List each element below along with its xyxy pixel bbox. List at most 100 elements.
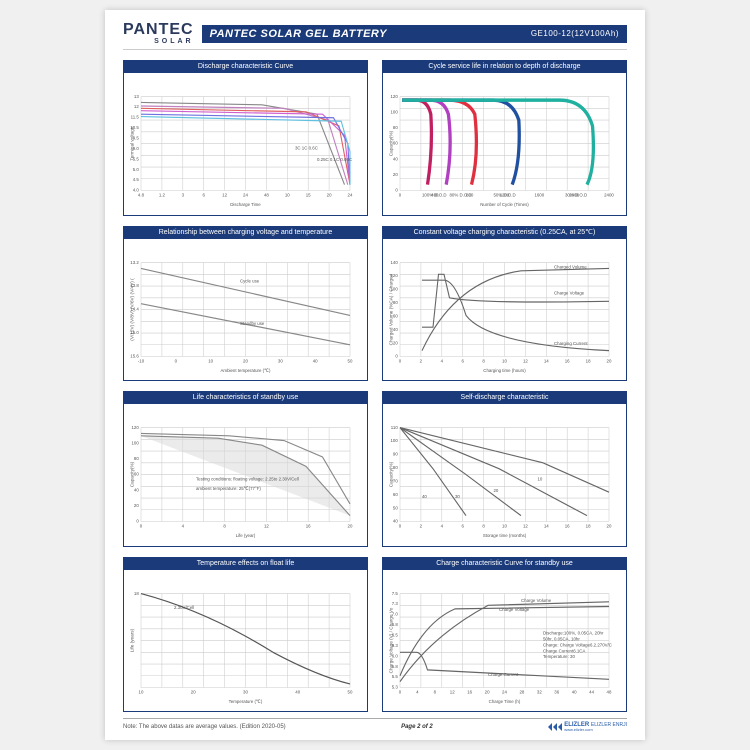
svg-text:8: 8 — [434, 689, 437, 694]
chart-1: Cycle service life in relation to depth … — [382, 60, 627, 216]
svg-text:Charge Current6.1CA: Charge Current6.1CA — [543, 648, 586, 653]
svg-text:4.0: 4.0 — [133, 188, 140, 193]
chart-body: -100102030405015.615.014.413.813.2Ambien… — [124, 239, 367, 380]
svg-text:28: 28 — [519, 689, 524, 694]
svg-text:Charging time (hours): Charging time (hours) — [483, 368, 526, 373]
svg-text:Capacity(%): Capacity(%) — [130, 462, 134, 488]
svg-text:50: 50 — [348, 689, 353, 694]
page-number: Page 2 of 2 — [401, 724, 433, 730]
svg-text:5.3: 5.3 — [392, 684, 399, 689]
chart-title: Constant voltage charging characteristic… — [383, 227, 626, 239]
svg-text:4: 4 — [441, 358, 444, 363]
chart-title: Life characteristics of standby use — [124, 392, 367, 404]
svg-text:60: 60 — [393, 141, 398, 146]
svg-text:Number of Cycle (Times): Number of Cycle (Times) — [480, 202, 529, 207]
footer-url: www.elizler.com — [564, 728, 627, 732]
svg-text:Charge Volume: Charge Volume — [521, 598, 552, 603]
svg-text:6: 6 — [461, 358, 464, 363]
svg-text:12: 12 — [450, 689, 455, 694]
svg-text:16: 16 — [565, 524, 570, 529]
svg-text:40: 40 — [313, 358, 318, 363]
svg-text:32: 32 — [537, 689, 542, 694]
svg-text:2400: 2400 — [604, 193, 614, 198]
chart-body: 04008001200160020002400020406080100120Nu… — [383, 73, 626, 214]
svg-text:12: 12 — [264, 524, 269, 529]
svg-text:60: 60 — [393, 492, 398, 497]
svg-text:14: 14 — [544, 524, 549, 529]
svg-text:Charge Voltage (V) / Charge Vo: Charge Voltage (V) / Charge Vo — [389, 607, 393, 673]
svg-text:18: 18 — [586, 358, 591, 363]
chart-title: Discharge characteristic Curve — [124, 61, 367, 73]
svg-text:16: 16 — [565, 358, 570, 363]
svg-text:20: 20 — [393, 172, 398, 177]
svg-text:Temperature (℃): Temperature (℃) — [229, 699, 263, 704]
page-header: PANTEC SOLAR PANTEC SOLAR GEL BATTERY GE… — [123, 22, 627, 50]
chart-0: Discharge characteristic Curve4.81.23612… — [123, 60, 368, 216]
page-footer: Note: The above datas are average values… — [123, 718, 627, 732]
svg-text:14: 14 — [544, 358, 549, 363]
svg-text:80: 80 — [393, 465, 398, 470]
svg-text:0: 0 — [399, 358, 402, 363]
svg-text:48: 48 — [607, 689, 612, 694]
svg-text:100: 100 — [131, 441, 139, 446]
svg-text:6: 6 — [202, 193, 205, 198]
chart-title: Charge characteristic Curve for standby … — [383, 558, 626, 570]
svg-text:16: 16 — [306, 524, 311, 529]
svg-text:Ambient temperature (℃): Ambient temperature (℃) — [221, 368, 271, 373]
charts-grid: Discharge characteristic Curve4.81.23612… — [123, 60, 627, 712]
svg-text:4: 4 — [441, 524, 444, 529]
svg-text:Terminal voltage: Terminal voltage — [130, 126, 134, 161]
svg-text:15: 15 — [306, 193, 311, 198]
svg-text:Capacity(%): Capacity(%) — [389, 462, 393, 488]
svg-text:3C 1C 0.6C: 3C 1C 0.6C — [295, 146, 319, 151]
svg-text:13.2: 13.2 — [130, 260, 139, 265]
svg-text:2: 2 — [420, 524, 423, 529]
svg-text:10: 10 — [502, 358, 507, 363]
svg-text:10: 10 — [139, 689, 144, 694]
svg-text:ambient temperature: 25℃(77°F): ambient temperature: 25℃(77°F) — [196, 486, 261, 491]
svg-text:24: 24 — [348, 193, 353, 198]
svg-text:100: 100 — [390, 110, 398, 115]
svg-text:5.5: 5.5 — [392, 674, 399, 679]
svg-text:40: 40 — [393, 157, 398, 162]
svg-text:60: 60 — [393, 313, 398, 318]
svg-text:Charging Current: Charging Current — [554, 341, 588, 346]
svg-text:30% D.O.D: 30% D.O.D — [565, 193, 588, 198]
svg-text:2.30V/Cell: 2.30V/Cell — [174, 605, 194, 610]
footer-brand: ELIZLER ELIZLER ENRJI www.elizler.com — [548, 722, 627, 732]
svg-text:24: 24 — [502, 689, 507, 694]
title-bar: PANTEC SOLAR GEL BATTERY GE100-12(12V100… — [202, 25, 627, 43]
svg-text:12: 12 — [523, 358, 528, 363]
svg-text:10: 10 — [285, 193, 290, 198]
svg-text:90: 90 — [393, 452, 398, 457]
model-number: GE100-12(12V100Ah) — [531, 29, 619, 38]
svg-text:4.5: 4.5 — [133, 178, 140, 183]
svg-text:20: 20 — [348, 524, 353, 529]
chart-4: Life characteristics of standby use04812… — [123, 391, 368, 547]
pantec-logo: PANTEC SOLAR — [123, 22, 194, 45]
svg-text:8: 8 — [482, 524, 485, 529]
svg-text:12: 12 — [222, 193, 227, 198]
svg-text:30: 30 — [243, 689, 248, 694]
svg-text:Life (years): Life (years) — [130, 628, 134, 652]
svg-text:2: 2 — [420, 358, 423, 363]
svg-text:36: 36 — [554, 689, 559, 694]
svg-text:6: 6 — [461, 524, 464, 529]
svg-text:0: 0 — [399, 524, 402, 529]
svg-text:18: 18 — [586, 524, 591, 529]
svg-text:4.8: 4.8 — [138, 193, 145, 198]
svg-text:44: 44 — [589, 689, 594, 694]
svg-text:Discharge:100%, 0.05CA, 20hr: Discharge:100%, 0.05CA, 20hr — [543, 630, 604, 635]
chart-body: 048121620020406080100120Life (year)Capac… — [124, 404, 367, 545]
svg-text:Discharge Time: Discharge Time — [230, 202, 261, 207]
svg-text:8: 8 — [223, 524, 226, 529]
svg-text:7.3: 7.3 — [392, 601, 399, 606]
chart-title: Relationship between charging voltage an… — [124, 227, 367, 239]
svg-text:140: 140 — [390, 260, 398, 265]
svg-text:Storage time (months): Storage time (months) — [483, 533, 527, 538]
svg-text:20: 20 — [191, 689, 196, 694]
svg-text:100: 100 — [390, 438, 398, 443]
svg-text:10: 10 — [538, 477, 543, 482]
svg-text:20: 20 — [393, 340, 398, 345]
svg-text:70: 70 — [393, 479, 398, 484]
